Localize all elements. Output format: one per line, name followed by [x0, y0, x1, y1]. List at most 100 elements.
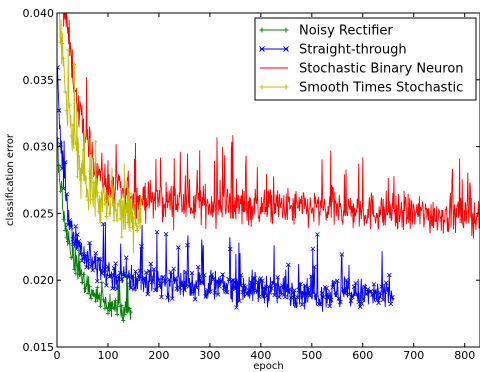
data-point	[72, 62, 77, 67]
data-point	[113, 208, 118, 213]
data-point	[91, 260, 97, 265]
data-point	[63, 228, 68, 233]
data-point	[376, 300, 381, 306]
data-point	[235, 279, 241, 285]
data-point	[124, 202, 129, 207]
data-point	[62, 160, 68, 165]
data-point	[192, 297, 198, 302]
data-point	[383, 280, 389, 286]
data-point	[121, 213, 126, 218]
data-point	[113, 298, 118, 303]
legend-marker	[259, 84, 265, 90]
data-point	[172, 276, 178, 281]
data-point	[102, 202, 107, 207]
data-point	[200, 280, 206, 286]
data-point	[130, 225, 135, 230]
data-point	[117, 270, 123, 276]
data-point	[134, 276, 140, 282]
data-point	[362, 284, 368, 290]
data-point	[279, 283, 285, 288]
data-point	[218, 279, 224, 284]
data-point	[115, 312, 120, 317]
data-point	[66, 239, 71, 244]
data-point	[163, 231, 169, 237]
data-point	[112, 306, 117, 311]
data-point	[75, 174, 80, 179]
data-point	[83, 176, 88, 181]
y-tick-label: 0.020	[23, 274, 55, 287]
data-point	[331, 279, 337, 285]
data-point	[70, 243, 75, 248]
data-point	[89, 175, 94, 180]
data-point	[133, 221, 138, 226]
data-point	[327, 303, 332, 309]
data-point	[298, 281, 303, 287]
x-tick-label: 800	[454, 349, 475, 362]
data-point	[260, 278, 265, 284]
x-tick-label: 500	[301, 349, 322, 362]
data-point	[357, 304, 363, 309]
data-point	[87, 169, 92, 174]
data-point	[93, 139, 98, 144]
data-point	[380, 297, 386, 303]
data-point	[176, 245, 181, 250]
data-point	[81, 170, 86, 175]
series-markers-straight-through	[57, 65, 395, 310]
legend-marker	[259, 46, 265, 52]
data-point	[90, 267, 95, 273]
data-point	[249, 280, 254, 285]
data-point	[95, 285, 100, 290]
legend-label: Stochastic Binary Neuron	[299, 62, 464, 77]
data-point	[348, 298, 354, 303]
data-point	[140, 276, 146, 282]
data-point	[328, 297, 334, 303]
data-point	[105, 264, 111, 269]
data-point	[66, 47, 71, 52]
data-point	[165, 295, 170, 300]
y-axis-title: classification error	[5, 133, 16, 226]
data-point	[107, 211, 112, 216]
data-point	[217, 284, 222, 289]
x-tick-label: 0	[54, 349, 61, 362]
data-point	[336, 296, 342, 301]
data-point	[128, 310, 133, 315]
series-line-smooth-times-stochastic	[59, 13, 142, 254]
data-point	[85, 258, 91, 264]
data-point	[133, 269, 138, 274]
data-point	[116, 203, 121, 208]
x-tick-label: 100	[97, 349, 118, 362]
data-point	[179, 283, 184, 288]
data-point	[221, 285, 227, 290]
data-point	[166, 277, 172, 282]
data-point	[57, 136, 60, 141]
data-point	[284, 288, 290, 294]
data-point	[255, 279, 261, 285]
data-point	[174, 286, 180, 292]
data-point	[122, 204, 127, 209]
data-point	[220, 272, 225, 277]
data-point	[293, 302, 299, 307]
legend-marker	[283, 84, 289, 90]
data-point	[99, 271, 105, 276]
data-point	[318, 302, 323, 307]
data-point	[110, 301, 115, 306]
data-point	[60, 41, 65, 46]
data-point	[93, 251, 99, 256]
legend-item-stochastic-binary-neuron: Stochastic Binary Neuron	[260, 62, 464, 77]
data-point	[275, 274, 280, 280]
data-point	[125, 220, 130, 225]
legend-item-noisy-rectifier: Noisy Rectifier	[259, 24, 393, 39]
data-point	[99, 190, 104, 195]
data-point	[92, 180, 97, 185]
x-tick-label: 400	[250, 349, 271, 362]
data-point	[180, 282, 186, 288]
data-point	[60, 185, 65, 190]
legend-label: Noisy Rectifier	[299, 24, 393, 39]
data-point	[64, 108, 69, 113]
data-point	[299, 302, 305, 307]
data-point	[72, 267, 77, 272]
data-point	[81, 272, 86, 277]
data-point	[104, 283, 109, 288]
data-point	[223, 289, 228, 294]
